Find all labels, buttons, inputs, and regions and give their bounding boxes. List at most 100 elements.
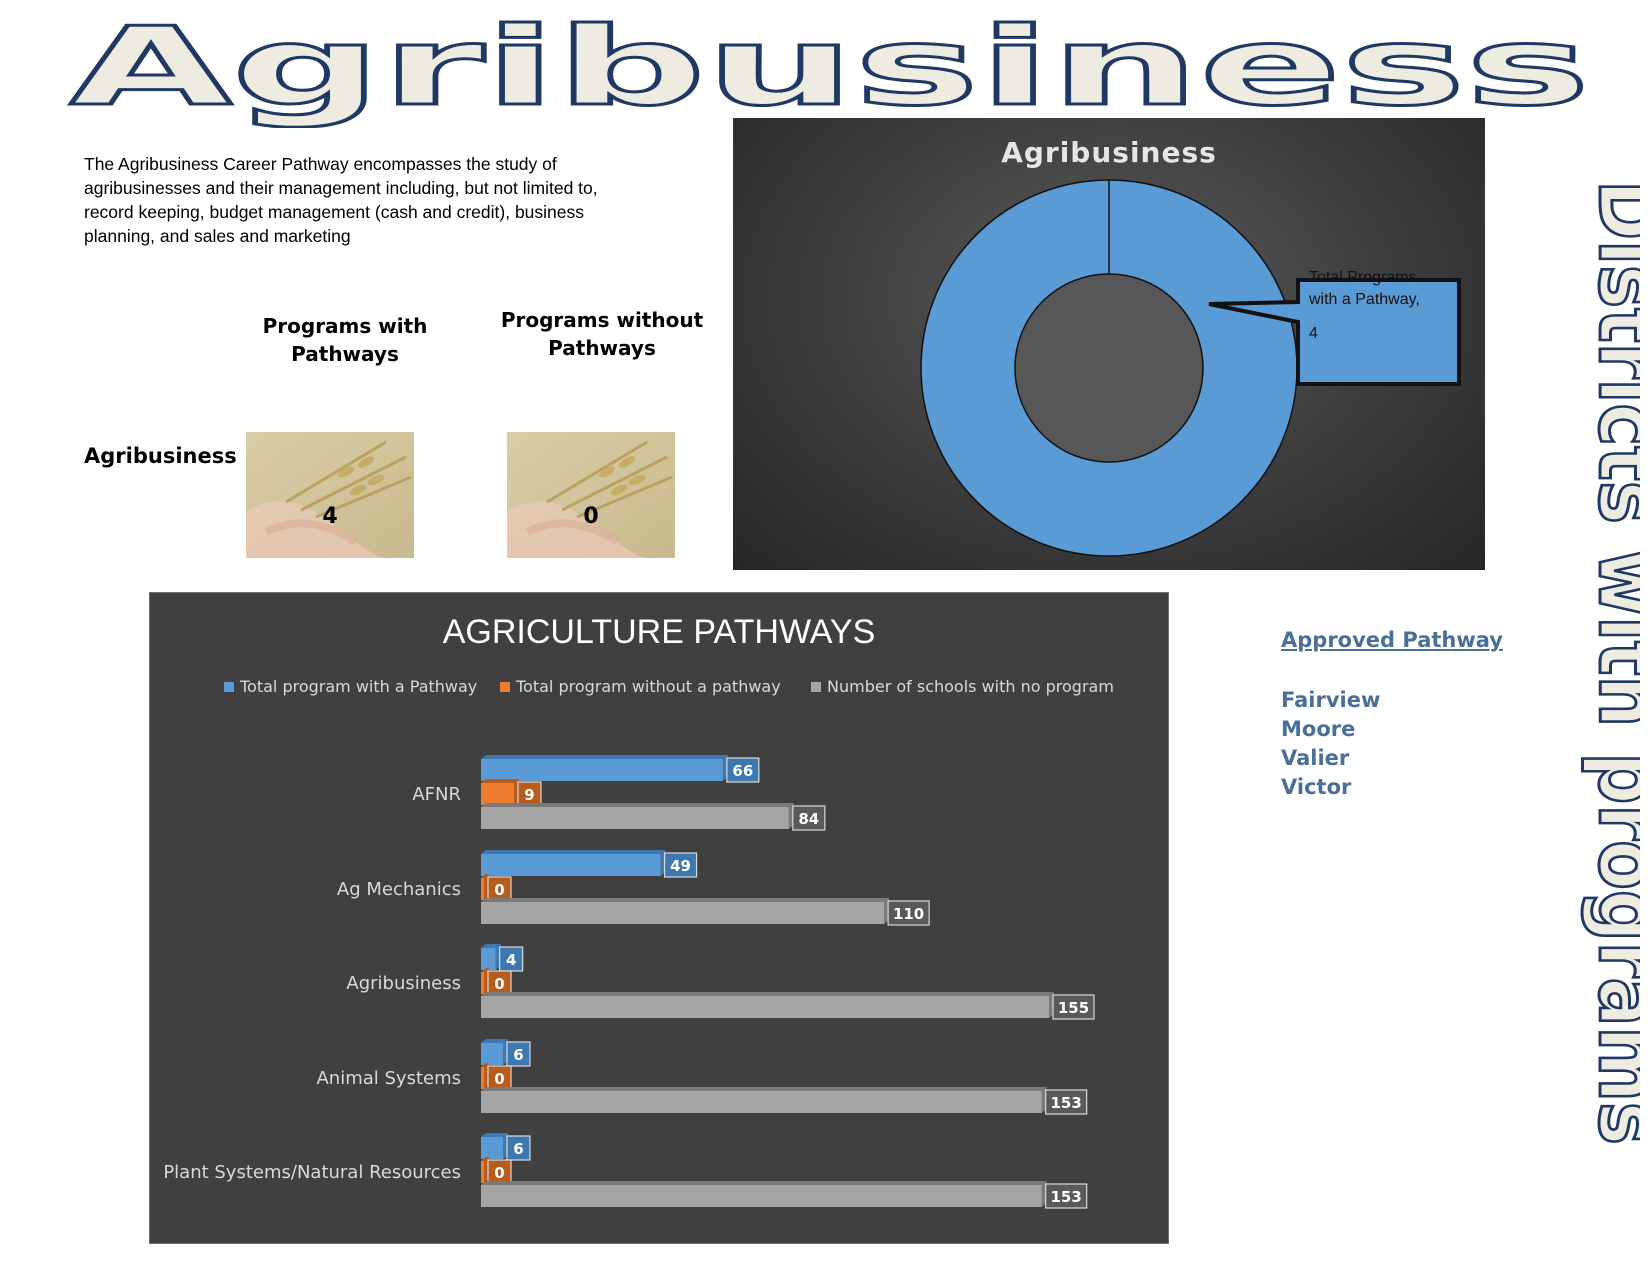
data-label: 153 (1045, 1183, 1088, 1209)
banner-title-text: Agribusiness (70, 18, 1590, 128)
legend-label: Total program without a pathway (515, 677, 781, 696)
bar-front-face (481, 902, 885, 924)
legend-item: Number of schools with no program (811, 677, 1114, 696)
data-label-box (506, 1135, 531, 1161)
category-label: AFNR (412, 784, 461, 805)
data-label-box (792, 805, 826, 831)
bar-chart: AGRICULTURE PATHWAYS Total program with … (163, 613, 1114, 1209)
data-label-box (506, 1041, 531, 1067)
data-label-text: 153 (1051, 1188, 1082, 1206)
bar-top-face (481, 803, 794, 807)
side-title-text: Districts with programs (1580, 180, 1640, 1145)
data-label-text: 49 (670, 857, 691, 875)
bar-front-face (481, 1067, 484, 1089)
bar-chart-panel: AGRICULTURE PATHWAYS Total program with … (149, 592, 1169, 1244)
data-label: 0 (487, 1065, 512, 1091)
bar-top-face (481, 1087, 1047, 1091)
bar (481, 755, 728, 781)
category-label: Plant Systems/Natural Resources (163, 1162, 461, 1183)
donut-callout-label: Total Programs with a Pathway, (1308, 269, 1421, 308)
donut-chart: Agribusiness Total Programs with a Pathw… (920, 136, 1461, 557)
banner-title: Agribusiness (69, 18, 1592, 128)
bar (481, 1181, 1047, 1207)
category-label: Agribusiness (346, 973, 461, 994)
bar (481, 803, 794, 829)
data-label-text: 0 (494, 881, 504, 899)
category-label: Ag Mechanics (337, 879, 461, 900)
donut-chart-title: Agribusiness (1001, 136, 1217, 169)
programs-with-header: Programs with Pathways (262, 314, 428, 366)
data-label: 49 (663, 852, 698, 878)
data-label: 9 (517, 781, 542, 807)
data-label-box (663, 852, 698, 878)
bar-top-face (481, 944, 501, 948)
data-label-text: 110 (893, 905, 924, 923)
bar-front-face (481, 1043, 503, 1065)
data-label-box (726, 757, 760, 783)
bar-front-face (481, 1161, 484, 1183)
bar-top-face (481, 755, 728, 759)
bar-chart-title: AGRICULTURE PATHWAYS (443, 613, 876, 651)
bar-top-face (481, 1157, 489, 1161)
data-label: 84 (792, 805, 826, 831)
district-list: Fairview Moore Valier Victor (1281, 686, 1380, 802)
data-label: 0 (487, 876, 512, 902)
donut-callout-value: 4 (1309, 325, 1318, 342)
programs-with-tile: 4 (246, 432, 414, 558)
summary-row-label: Agribusiness (84, 444, 237, 468)
bar-front-face (481, 1091, 1042, 1113)
data-label-box (1045, 1183, 1088, 1209)
data-label-text: 84 (798, 810, 819, 828)
approved-pathway-heading: Approved Pathway (1281, 628, 1503, 652)
legend-item: Total program without a pathway (500, 677, 781, 696)
data-label: 6 (506, 1041, 531, 1067)
legend-swatch (811, 682, 821, 692)
data-label-text: 9 (524, 786, 534, 804)
data-label-text: 4 (506, 951, 516, 969)
bar-top-face (481, 779, 519, 783)
programs-with-value: 4 (322, 504, 338, 529)
donut-hole (1014, 273, 1204, 463)
bar (481, 779, 519, 805)
bar-top-face (481, 1063, 489, 1067)
bar (481, 1133, 508, 1159)
wheat-hand-image (507, 432, 675, 558)
bar (481, 1039, 508, 1065)
data-label: 0 (487, 1159, 512, 1185)
district-item: Victor (1281, 775, 1352, 799)
bar-front-face (481, 854, 661, 876)
side-title: Districts with programs (1579, 180, 1641, 1147)
programs-without-tile: 0 (507, 432, 675, 558)
legend-label: Number of schools with no program (827, 677, 1114, 696)
programs-without-value: 0 (583, 504, 599, 529)
bar (481, 1087, 1047, 1113)
legend-swatch (500, 682, 510, 692)
bar-top-face (481, 968, 489, 972)
bar (481, 850, 666, 876)
data-label-box (887, 900, 930, 926)
bar-top-face (481, 1039, 508, 1043)
data-label: 153 (1045, 1089, 1088, 1115)
donut-callout-box (1208, 278, 1461, 386)
programs-without-header: Programs without Pathways (500, 308, 704, 360)
data-label-text: 0 (494, 1164, 504, 1182)
bar-front-face (481, 759, 723, 781)
bar-front-face (481, 1137, 503, 1159)
data-label-box (1052, 994, 1095, 1020)
data-label-text: 155 (1058, 999, 1089, 1017)
data-label: 4 (499, 946, 524, 972)
bar-front-face (481, 807, 789, 829)
wheat-hand-image (246, 432, 414, 558)
legend-label: Total program with a Pathway (239, 677, 477, 696)
bar (481, 944, 501, 970)
data-label-text: 6 (513, 1140, 523, 1158)
bar-top-face (481, 850, 666, 854)
bar-front-face (481, 878, 484, 900)
data-label-text: 66 (732, 762, 753, 780)
district-item: Fairview (1281, 688, 1381, 712)
legend-item: Total program with a Pathway (224, 677, 477, 696)
bar-top-face (481, 1181, 1047, 1185)
data-label: 110 (887, 900, 930, 926)
district-item: Moore (1281, 717, 1356, 741)
donut-chart-panel: Agribusiness Total Programs with a Pathw… (733, 118, 1485, 570)
